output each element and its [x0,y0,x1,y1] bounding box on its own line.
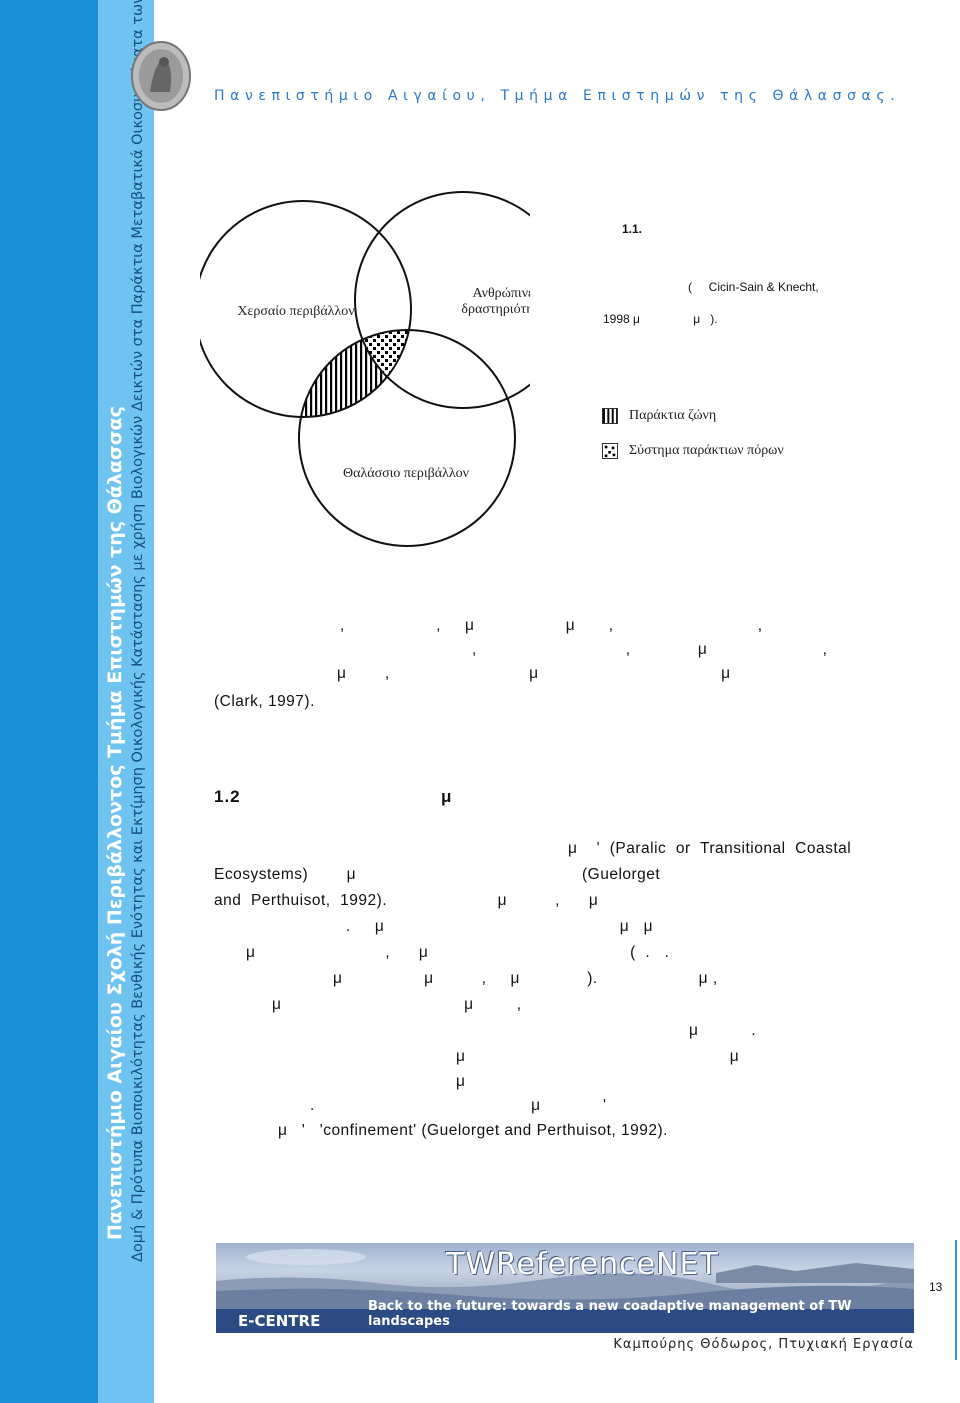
lagoon-landscape-image [216,1249,914,1313]
banner-ecentre: E-CENTRE [238,1312,321,1330]
land-label: Χερσαίο περιβάλλον [237,304,354,319]
section-heading: 1.2 μ [214,787,453,806]
header-title: Πανεπιστήμιο Αιγαίου, Τμήμα Επιστημών τη… [214,88,901,104]
paragraph2-line: μ . [689,1022,757,1039]
sea-circle [298,329,516,547]
university-seal-logo [131,41,191,111]
paragraph2-line: μ [456,1073,466,1090]
figure-number: 1.1. [622,222,643,236]
paragraph2-line: . μ μ μ [346,918,654,935]
banner-slogan: Back to the future: towards a new coadap… [368,1299,852,1329]
coastal-zone-hatch [299,330,411,417]
paragraph2-line: Ecosystems) μ (Guelorget [214,866,661,883]
legend-resource-system-swatch [602,443,618,459]
human-label-line2: δραστηριότητες [461,302,530,317]
paragraph1-line: (Clark, 1997). [214,693,315,710]
paragraph2-line: μ μ , [272,996,522,1013]
paragraph1-line: , , μ μ , , [340,617,763,634]
legend-coastal-zone-swatch [602,408,618,424]
paragraph2-line: μ ' (Paralic or Transitional Coastal [568,840,852,857]
banner-band [216,1309,914,1333]
paragraph2-line: μ μ , μ ). μ , [333,970,718,987]
paragraph2-line: and Perthuisot, 1992). μ , μ [214,892,599,909]
paragraph2-line: . μ ' [310,1097,607,1114]
sidebar-light-strip [98,0,154,1403]
venn-diagram: Χερσαίο περιβάλλον Ανθρώπινες δραστηριότ… [200,191,530,547]
paragraph2-line: μ μ [456,1048,740,1065]
human-circle [354,191,530,409]
sidebar-dark-strip [0,0,98,1403]
figure-caption-line2: 1998 μ μ ). [603,312,718,326]
legend-resource-system-label: Σύστημα παράκτιων πόρων [629,443,784,458]
twreferencenet-banner: TWReferenceNET E-CENTRE Back to the futu… [216,1243,914,1333]
sidebar-university-title: Πανεπιστήμιο Αιγαίου Σχολή Περιβάλλοντος… [104,406,126,1240]
land-circle [200,200,412,418]
paragraph1-line: μ , μ μ [337,665,731,682]
legend-coastal-zone-label: Παράκτια ζώνη [629,408,717,423]
right-rule [955,1240,957,1360]
banner-brand: TWReferenceNET [446,1247,719,1282]
human-label-line1: Ανθρώπινες [473,286,530,301]
sidebar-thesis-title: Δομή & Πρότυπα Βιοποικιλότητας Βενθικής … [130,0,146,1262]
paragraph1-line: , , μ , [472,641,828,658]
sea-label: Θαλάσσιο περιβάλλον [343,466,469,481]
paragraph2-line: μ ' 'confinement' (Guelorget and Perthui… [278,1122,668,1139]
figure-caption-line1: ( Cicin-Sain & Knecht, [688,280,819,294]
paragraph2-line: μ , μ ( . . [246,944,670,961]
page-number: 13 [929,1280,943,1294]
footer-author: Καμπούρης Θόδωρος, Πτυχιακή Εργασία [613,1337,914,1352]
